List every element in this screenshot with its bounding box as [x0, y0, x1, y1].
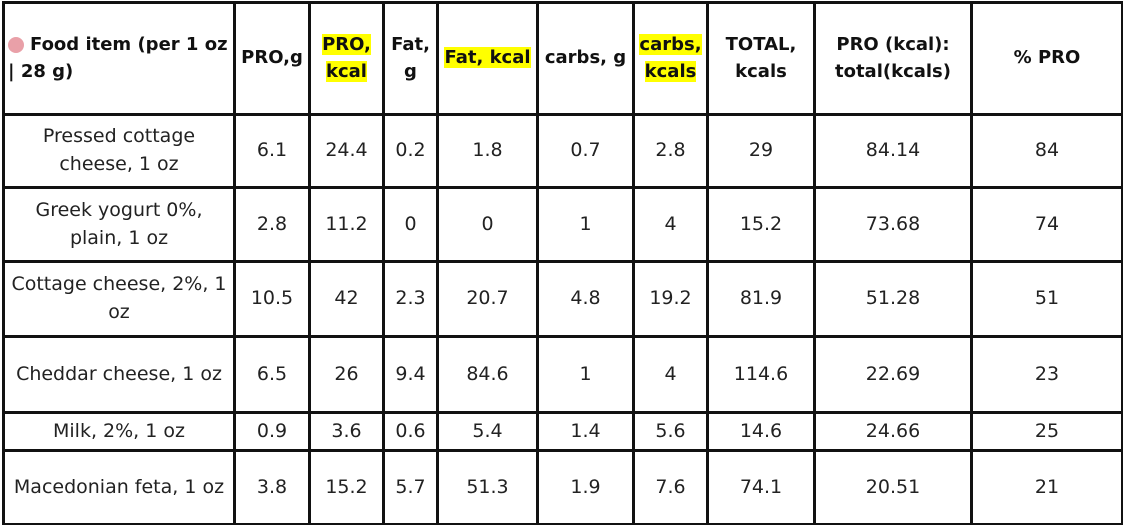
table-row: Cottage cheese, 2%, 1 oz 10.5 42 2.3 20.7 4.8… [2, 260, 1123, 338]
header-cell: carbs, kcals [632, 1, 709, 116]
value-cell: 15.2 [706, 186, 816, 263]
value-cell: 81.9 [706, 260, 816, 338]
header-text: TOTAL, kcals [725, 34, 797, 82]
value-cell: 51 [970, 260, 1123, 338]
value-cell: 51.28 [813, 260, 973, 338]
table-row: Cheddar cheese, 1 oz 6.5 26 9.4 84.6 1 4 114.6 2… [2, 335, 1123, 414]
value-cell: 21 [970, 449, 1123, 525]
header-row: Food item (per 1 oz | 28 g) PRO,g PRO, kca… [2, 1, 1123, 116]
value-cell: 14.6 [706, 411, 816, 452]
value-cell: 22.69 [813, 335, 973, 414]
value-cell: 114.6 [706, 335, 816, 414]
value-cell: 15.2 [308, 449, 385, 525]
header-cell: Fat, g [382, 1, 439, 116]
value-cell: 74 [970, 186, 1123, 263]
value-cell: 24.4 [308, 113, 385, 189]
header-text: Fat, g [391, 34, 430, 82]
value-cell: 5.7 [382, 449, 439, 525]
value-cell: 2.8 [632, 113, 709, 189]
value-cell: 3.6 [308, 411, 385, 452]
value-cell: 4 [632, 335, 709, 414]
value-cell: 51.3 [436, 449, 539, 525]
value-cell: 0.6 [382, 411, 439, 452]
value-cell: 7.6 [632, 449, 709, 525]
value-cell: 1 [536, 186, 635, 263]
value-cell: 5.4 [436, 411, 539, 452]
header-text: PRO (kcal): total(kcals) [834, 34, 951, 82]
value-cell: 6.1 [233, 113, 311, 189]
value-cell: 84.14 [813, 113, 973, 189]
value-cell: 74.1 [706, 449, 816, 525]
food-name: Cheddar cheese, 1 oz [2, 335, 236, 414]
food-name: Milk, 2%, 1 oz [2, 411, 236, 452]
header-cell: Fat, kcal [436, 1, 539, 116]
icon [8, 37, 24, 54]
food-name: Macedonian feta, 1 oz [2, 449, 236, 525]
value-cell: 10.5 [233, 260, 311, 338]
value-cell: 0 [436, 186, 539, 263]
value-cell: 0.7 [536, 113, 635, 189]
value-cell: 19.2 [632, 260, 709, 338]
value-cell: 2.3 [382, 260, 439, 338]
header-text: PRO, kcal [322, 34, 371, 82]
table-row: Greek yogurt 0%, plain, 1 oz 2.8 11.2 0 0 1 4 1… [2, 186, 1123, 263]
value-cell: 9.4 [382, 335, 439, 414]
value-cell: 4.8 [536, 260, 635, 338]
value-cell: 0.9 [233, 411, 311, 452]
header-cell: PRO, kcal [308, 1, 385, 116]
header-cell: PRO,g [233, 1, 311, 116]
header-text: % PRO [1013, 47, 1081, 69]
header-text: carbs, g [544, 47, 627, 69]
value-cell: 29 [706, 113, 816, 189]
value-cell: 0 [382, 186, 439, 263]
value-cell: 4 [632, 186, 709, 263]
value-cell: 1 [536, 335, 635, 414]
value-cell: 2.8 [233, 186, 311, 263]
value-cell: 1.9 [536, 449, 635, 525]
header-cell: carbs, g [536, 1, 635, 116]
header-cell: TOTAL, kcals [706, 1, 816, 116]
table-row: Milk, 2%, 1 oz 0.9 3.6 0.6 5.4 1.4 5.6 14.6 24.6… [2, 411, 1123, 452]
value-cell: 42 [308, 260, 385, 338]
header-text: PRO,g [241, 47, 303, 69]
food-name: Pressed cottage cheese, 1 oz [2, 113, 236, 189]
value-cell: 6.5 [233, 335, 311, 414]
value-cell: 1.8 [436, 113, 539, 189]
value-cell: 11.2 [308, 186, 385, 263]
value-cell: 25 [970, 411, 1123, 452]
header-text: carbs, kcals [639, 34, 702, 82]
value-cell: 5.6 [632, 411, 709, 452]
value-cell: 20.7 [436, 260, 539, 338]
value-cell: 20.51 [813, 449, 973, 525]
food-name: Cottage cheese, 2%, 1 oz [2, 260, 236, 338]
table-row: Macedonian feta, 1 oz 3.8 15.2 5.7 51.3 1.9 7.… [2, 449, 1123, 525]
value-cell: 73.68 [813, 186, 973, 263]
value-cell: 1.4 [536, 411, 635, 452]
food-name: Greek yogurt 0%, plain, 1 oz [2, 186, 236, 263]
header-cell: % PRO [970, 1, 1123, 116]
value-cell: 84.6 [436, 335, 539, 414]
header-text: Food item (per 1 oz | 28 g) [8, 34, 228, 82]
header-cell: Food item (per 1 oz | 28 g) [2, 1, 236, 116]
value-cell: 24.66 [813, 411, 973, 452]
value-cell: 3.8 [233, 449, 311, 525]
value-cell: 84 [970, 113, 1123, 189]
header-text: Fat, kcal [444, 47, 531, 69]
value-cell: 26 [308, 335, 385, 414]
value-cell: 23 [970, 335, 1123, 414]
value-cell: 0.2 [382, 113, 439, 189]
header-cell: PRO (kcal): total(kcals) [813, 1, 973, 116]
table-row: Pressed cottage cheese, 1 oz 6.1 24.4 0.2 1.… [2, 113, 1123, 189]
table-body: Pressed cottage cheese, 1 oz 6.1 24.4 0.2 1.… [2, 113, 1123, 525]
